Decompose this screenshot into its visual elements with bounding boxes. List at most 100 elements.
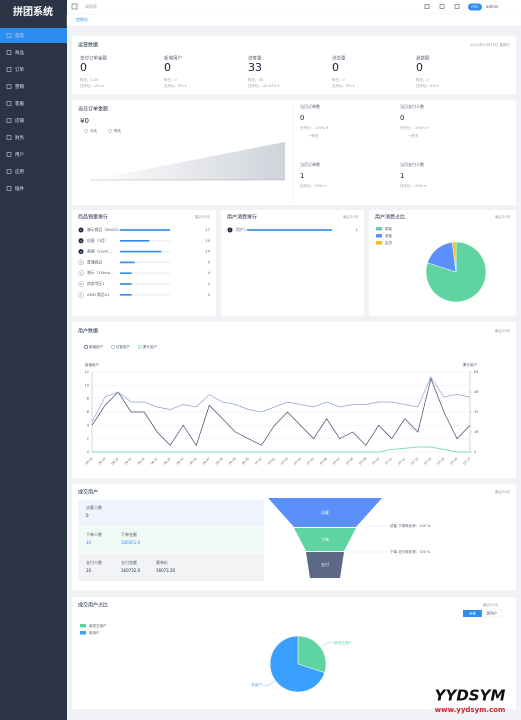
stat-label: 当月订单数 — [300, 161, 320, 167]
stat-label: 浏览量 — [332, 55, 346, 62]
x-tick-label: 06-25 — [176, 457, 185, 466]
x-tick-label: 07-15 — [436, 457, 445, 466]
menu-item[interactable]: 应用 — [15, 168, 24, 175]
x-tick-label: 06-26 — [189, 457, 198, 466]
axis-title: 累计用户 — [463, 362, 477, 367]
legend-swatch — [80, 624, 86, 628]
menu-icon — [6, 84, 12, 89]
rank-value: 1 — [356, 227, 359, 232]
x-tick-label: 07-12 — [397, 457, 406, 466]
x-tick-label: 06-21 — [124, 457, 133, 466]
callout-line — [262, 680, 276, 686]
menu-toggle — [71, 3, 78, 10]
legend-text: 新客 — [385, 226, 393, 231]
stat-note: 一昨天 — [408, 133, 419, 138]
menu-item[interactable]: 商品 — [15, 49, 24, 56]
menu-icon — [6, 101, 12, 106]
bar — [120, 294, 132, 296]
rank-name: 自营（3月） — [87, 238, 108, 243]
x-tick-label: 07-05 — [306, 457, 315, 466]
bar — [120, 261, 135, 264]
menu-item[interactable]: 用户 — [15, 151, 24, 158]
menu-item[interactable]: 店铺 — [15, 117, 24, 124]
x-tick-label: 07-13 — [410, 457, 419, 466]
stat-ratio: 日环比：-100% ▾ — [300, 125, 328, 130]
tab-text[interactable]: 新用户 — [487, 611, 498, 616]
menu-item[interactable]: 首页 — [15, 32, 24, 39]
badge — [468, 3, 482, 11]
x-tick-label: 07-11 — [384, 457, 393, 466]
stat-label: 当月支付人数 — [400, 161, 424, 167]
bar — [247, 229, 332, 231]
range-select[interactable]: 最近30天 — [195, 214, 210, 219]
menu-item[interactable]: 营销 — [15, 83, 24, 90]
legend-dot — [111, 345, 115, 349]
y2-tick-label: 0 — [474, 450, 476, 454]
rank-value: 17 — [205, 227, 210, 232]
sidebar — [0, 0, 67, 720]
rank-num: 7 — [80, 293, 82, 297]
x-tick-label: 07-07 — [332, 457, 341, 466]
funnel-label: 访客人数 — [86, 504, 102, 510]
legend-text[interactable]: 访客用户 — [116, 344, 130, 349]
x-tick-label: 07-14 — [423, 457, 432, 466]
funnel-value: 10 — [86, 540, 92, 545]
x-tick-label: 07-01 — [254, 457, 263, 466]
legend-text: 新成交用户 — [89, 623, 107, 628]
card-title: 商品销量排行 — [78, 214, 108, 221]
menu-item[interactable]: 订单 — [15, 66, 24, 73]
legend-text[interactable]: 累计用户 — [143, 344, 157, 349]
watermark-logo: YYDSYM — [435, 687, 506, 705]
range-select[interactable]: 最近30天 — [495, 489, 510, 494]
card-title: 当日订单金额 — [78, 106, 108, 113]
range-select[interactable]: 最近30天 — [495, 214, 510, 219]
range-select[interactable]: 最近30天 — [483, 602, 498, 607]
funnel-stage — [268, 498, 382, 527]
range-select[interactable]: 最近30天 — [343, 214, 358, 219]
stat-label: 支付订单金额 — [80, 55, 107, 62]
header-icon — [454, 4, 460, 9]
menu-item[interactable]: 插件 — [15, 185, 24, 192]
line-series — [92, 446, 470, 453]
card — [72, 36, 516, 94]
funnel-value: 100351.0 — [121, 540, 141, 545]
stat-value: 0 — [400, 114, 404, 122]
x-tick-label: 06-27 — [202, 457, 211, 466]
pie-slice — [451, 241, 457, 273]
rank-dot — [78, 248, 84, 255]
menu-icon — [6, 135, 12, 140]
menu-icon — [6, 186, 12, 191]
bar-track — [120, 294, 170, 296]
x-tick-label: 07-17 — [462, 457, 471, 466]
funnel-panel — [78, 554, 264, 581]
card — [221, 210, 364, 316]
menu-item[interactable]: 财务 — [15, 134, 24, 141]
tab-text[interactable]: 全部 — [469, 611, 477, 616]
stat-label: 新增用户 — [164, 55, 182, 62]
card — [72, 322, 516, 478]
stat-ratio: 月环比：-90% ▾ — [400, 183, 426, 188]
rank-value: 14 — [205, 249, 210, 254]
line-series — [91, 376, 471, 423]
y-tick-label: 2 — [87, 437, 89, 441]
stat-label: 当日订单数 — [300, 103, 320, 109]
y-tick-label: 12 — [85, 370, 89, 374]
stat-value: 0 — [300, 114, 304, 122]
breadcrumb-bar — [66, 13, 521, 27]
funnel-stage — [306, 552, 344, 578]
x-tick-label: 07-02 — [267, 457, 276, 466]
x-tick-label: 06-24 — [163, 457, 172, 466]
range-select[interactable]: 最近30天 — [495, 328, 510, 333]
axis-title: 新增用户 — [85, 362, 99, 367]
legend-text: 昨天 — [114, 128, 121, 133]
stat-ratio: 日环比：-100% ▾ — [400, 125, 428, 130]
menu-item[interactable]: 客服 — [15, 100, 24, 107]
rank-num: 4 — [80, 261, 82, 265]
amount: ¥0 — [80, 117, 89, 125]
legend-text[interactable]: 新增用户 — [89, 344, 103, 349]
stat-value: 0 — [416, 61, 423, 74]
line-series — [91, 377, 471, 447]
rank-num: 6 — [80, 282, 82, 286]
y2-tick-label: 16 — [474, 430, 478, 434]
user-name[interactable]: admin — [486, 4, 499, 9]
